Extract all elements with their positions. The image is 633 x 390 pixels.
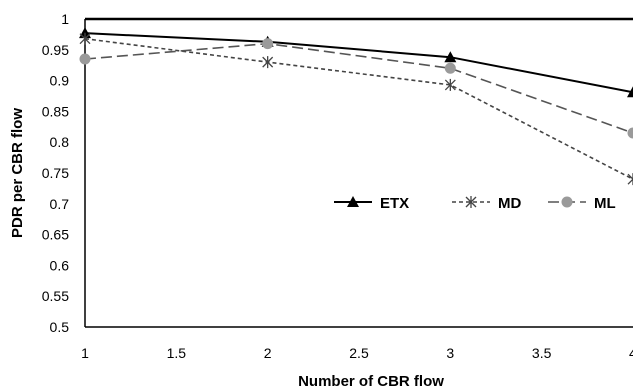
- legend-label-ml: ML: [594, 195, 616, 212]
- data-point-md: [444, 78, 456, 91]
- asterisk-stroke: [627, 178, 633, 185]
- y-tick-label: 0.5: [50, 319, 70, 335]
- series-ml: [79, 38, 633, 139]
- legend: ETX MD ML: [334, 195, 616, 212]
- y-tick-label: 1: [61, 11, 69, 27]
- asterisk-stroke: [627, 173, 633, 181]
- data-point-ml: [444, 62, 456, 74]
- y-tick-label: 0.7: [50, 196, 70, 212]
- data-point-ml: [262, 38, 274, 50]
- y-tick-label: 0.8: [50, 134, 70, 150]
- y-tick-label: 0.85: [42, 103, 69, 119]
- legend-item-ml: ML: [548, 195, 616, 212]
- data-point-md: [627, 173, 633, 186]
- legend-marker-etx: [347, 196, 359, 207]
- series-line-etx: [84, 32, 633, 94]
- x-tick-label: 1: [81, 345, 89, 361]
- data-point-ml: [79, 53, 91, 65]
- x-tick-label: 2: [264, 345, 272, 361]
- x-tick-label: 1.5: [167, 345, 187, 361]
- legend-marker-ml: [561, 196, 573, 208]
- series-line-md: [84, 37, 633, 180]
- series-md: [79, 32, 633, 186]
- data-point-etx: [444, 51, 457, 63]
- x-tick-label: 4: [629, 345, 633, 361]
- legend-item-md: MD: [452, 195, 521, 212]
- y-tick-label: 0.6: [50, 257, 70, 273]
- y-tick-label: 0.95: [42, 42, 69, 58]
- series-etx: [79, 27, 633, 98]
- y-tick-label: 0.75: [42, 165, 69, 181]
- y-axis-title: PDR per CBR flow: [9, 108, 26, 238]
- x-tick-label: 3: [446, 345, 454, 361]
- x-tick-label: 3.5: [532, 345, 552, 361]
- series-line-ml: [84, 42, 633, 134]
- y-tick-label: 0.55: [42, 288, 69, 304]
- data-point-md: [79, 32, 91, 45]
- x-axis-title: Number of CBR flow: [298, 373, 444, 390]
- data-point-etx: [627, 86, 633, 98]
- legend-marker-md: [465, 196, 477, 208]
- data-point-md: [262, 56, 274, 69]
- y-tick-label: 0.65: [42, 227, 69, 243]
- legend-label-etx: ETX: [380, 195, 409, 212]
- y-tick-label: 0.9: [50, 73, 70, 89]
- x-tick-label: 2.5: [349, 345, 369, 361]
- data-point-ml: [627, 127, 633, 139]
- legend-item-etx: ETX: [334, 195, 409, 212]
- legend-label-md: MD: [498, 195, 521, 212]
